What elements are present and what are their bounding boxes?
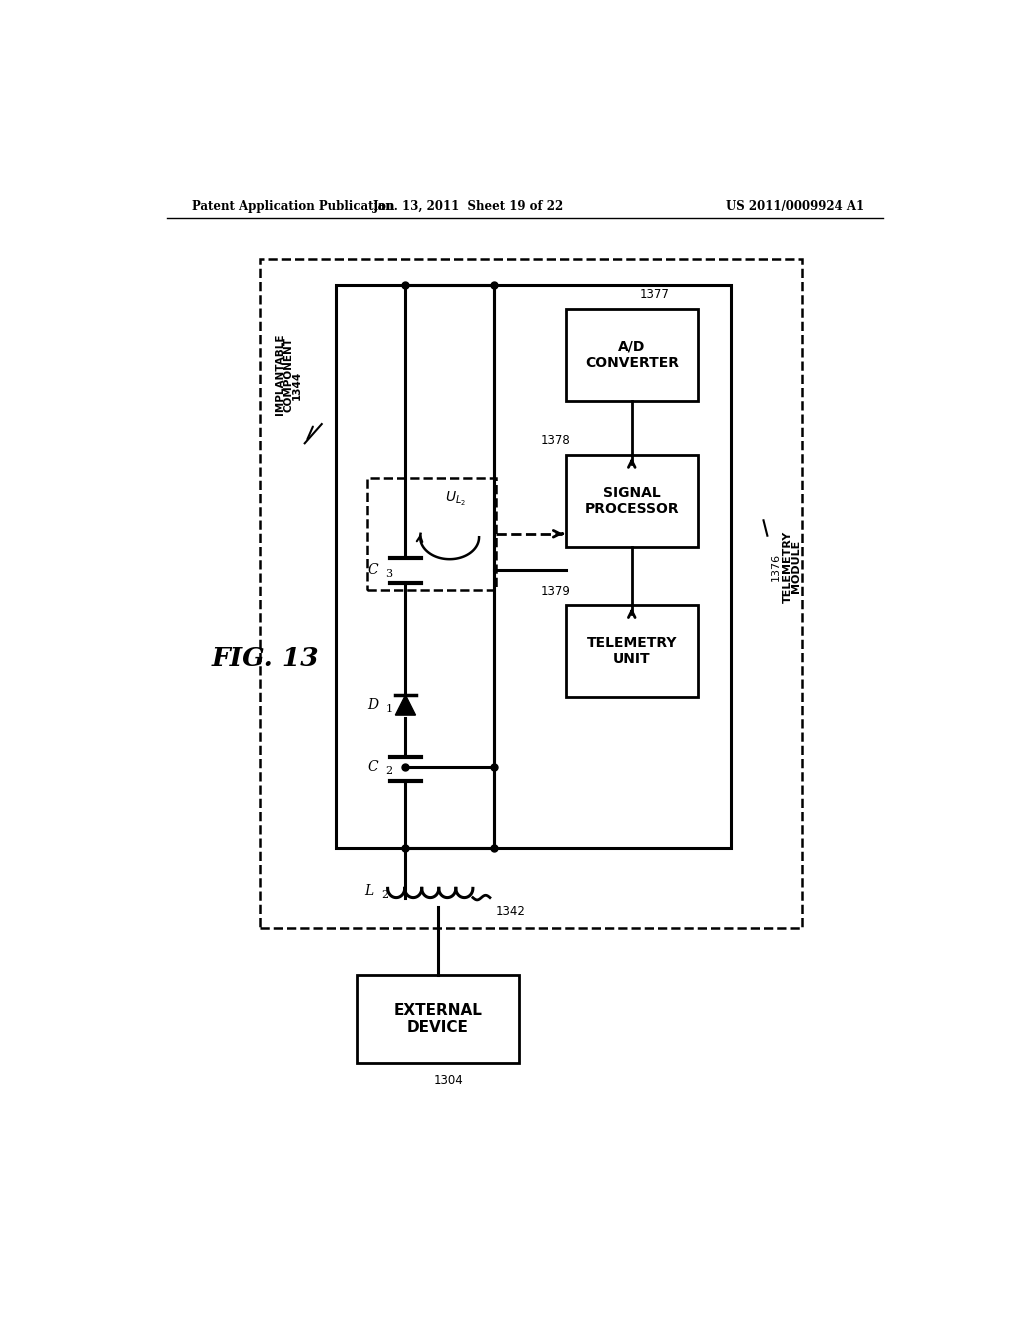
Text: 3: 3: [385, 569, 392, 579]
Text: $\mathit{U}_{L_2}$: $\mathit{U}_{L_2}$: [445, 490, 466, 508]
Text: 1: 1: [385, 704, 392, 714]
Bar: [356, 974, 519, 1063]
Text: A/D
CONVERTER: A/D CONVERTER: [585, 339, 679, 370]
Text: 1344: 1344: [292, 371, 302, 400]
Bar: [566, 309, 697, 401]
Text: TELEMETRY: TELEMETRY: [782, 531, 793, 603]
Text: Patent Application Publication: Patent Application Publication: [191, 199, 394, 213]
Text: 1304: 1304: [434, 1073, 464, 1086]
Text: IMPLANTABLE: IMPLANTABLE: [274, 333, 285, 414]
Bar: [566, 455, 697, 548]
Text: TELEMETRY
UNIT: TELEMETRY UNIT: [587, 636, 677, 667]
Polygon shape: [395, 696, 416, 715]
Text: FIG. 13: FIG. 13: [212, 647, 319, 672]
Text: EXTERNAL
DEVICE: EXTERNAL DEVICE: [393, 1003, 482, 1035]
Text: COMPONENT: COMPONENT: [284, 337, 294, 412]
Text: 1378: 1378: [541, 434, 570, 447]
Text: C: C: [368, 564, 378, 577]
Text: 1342: 1342: [496, 906, 526, 917]
Text: Jan. 13, 2011  Sheet 19 of 22: Jan. 13, 2011 Sheet 19 of 22: [374, 199, 564, 213]
Text: D: D: [368, 698, 378, 711]
Bar: [367, 478, 496, 590]
Text: 1379: 1379: [541, 585, 571, 598]
Text: 2: 2: [385, 766, 392, 776]
Text: US 2011/0009924 A1: US 2011/0009924 A1: [726, 199, 864, 213]
Text: L: L: [365, 884, 374, 899]
Bar: [566, 605, 697, 697]
Text: 1376: 1376: [771, 553, 781, 581]
Text: SIGNAL
PROCESSOR: SIGNAL PROCESSOR: [585, 486, 679, 516]
Text: MODULE: MODULE: [792, 540, 801, 593]
Text: 2: 2: [381, 890, 388, 900]
Bar: [336, 285, 731, 847]
Text: 1377: 1377: [640, 288, 670, 301]
Bar: [260, 259, 802, 928]
Text: C: C: [368, 760, 378, 774]
